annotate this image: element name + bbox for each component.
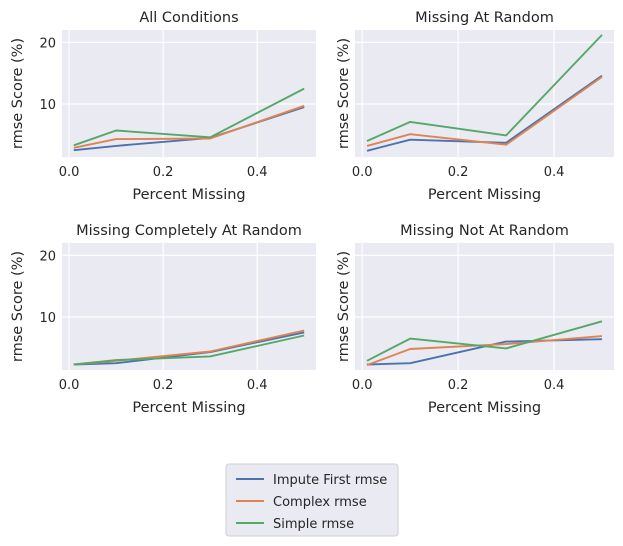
series-line — [73, 87, 305, 147]
x-axis-label: Percent Missing — [428, 400, 541, 416]
y-axis-label: rmse Score (%) — [10, 251, 26, 362]
subplot-3: 0.0 0.2 0.4 10 20 Missing Completely At Rando… — [10, 223, 316, 416]
series-line — [366, 74, 603, 152]
plot-area — [355, 243, 614, 370]
plot-area — [355, 30, 614, 157]
y-axis-label: rmse Score (%) — [10, 38, 26, 149]
legend-label: Complex rmse — [273, 495, 367, 510]
subplot-1: 0.0 0.2 0.4 10 20 All Conditions Percent Missi… — [10, 10, 316, 203]
subplot-title: All Conditions — [139, 10, 238, 26]
x-tick-label: 0.0 — [59, 378, 80, 393]
series-line — [366, 320, 603, 362]
x-tick-label: 0.2 — [448, 165, 469, 180]
y-tick-label: 10 — [39, 311, 56, 326]
x-axis-label: Percent Missing — [132, 187, 245, 203]
x-axis-label: Percent Missing — [132, 400, 245, 416]
series-line — [366, 76, 603, 147]
series-line — [366, 34, 603, 142]
plot-area — [62, 243, 316, 370]
subplot-4: 0.0 0.2 0.4 Missing Not At Random Percent Mi… — [336, 223, 614, 416]
series-line — [366, 335, 603, 366]
legend-label: Simple rmse — [273, 517, 354, 532]
y-axis-label: rmse Score (%) — [336, 38, 352, 149]
x-axis-label: Percent Missing — [428, 187, 541, 203]
y-axis-label: rmse Score (%) — [336, 251, 352, 362]
y-tick-label: 10 — [39, 98, 56, 113]
x-tick-label: 0.0 — [352, 378, 373, 393]
subplot-title: Missing At Random — [415, 10, 554, 26]
x-tick-label: 0.4 — [544, 165, 565, 180]
series-line — [73, 104, 305, 149]
x-tick-label: 0.2 — [153, 165, 174, 180]
x-tick-label: 0.0 — [352, 165, 373, 180]
x-tick-label: 0.2 — [448, 378, 469, 393]
y-tick-label: 20 — [39, 36, 56, 51]
x-tick-label: 0.2 — [153, 378, 174, 393]
subplot-2: 0.0 0.2 0.4 Missing At Random Percent Missin… — [336, 10, 614, 203]
x-tick-label: 0.4 — [544, 378, 565, 393]
legend-label: Impute First rmse — [273, 473, 387, 488]
x-tick-label: 0.4 — [247, 378, 268, 393]
x-tick-label: 0.4 — [247, 165, 268, 180]
x-tick-label: 0.0 — [59, 165, 80, 180]
series-line — [73, 334, 305, 366]
legend-box — [225, 463, 399, 537]
legend: Impute First rmse Complex rmse Simple rmse — [225, 463, 399, 537]
subplot-title: Missing Completely At Random — [76, 223, 302, 239]
y-tick-label: 20 — [39, 249, 56, 264]
subplot-title: Missing Not At Random — [400, 223, 569, 239]
